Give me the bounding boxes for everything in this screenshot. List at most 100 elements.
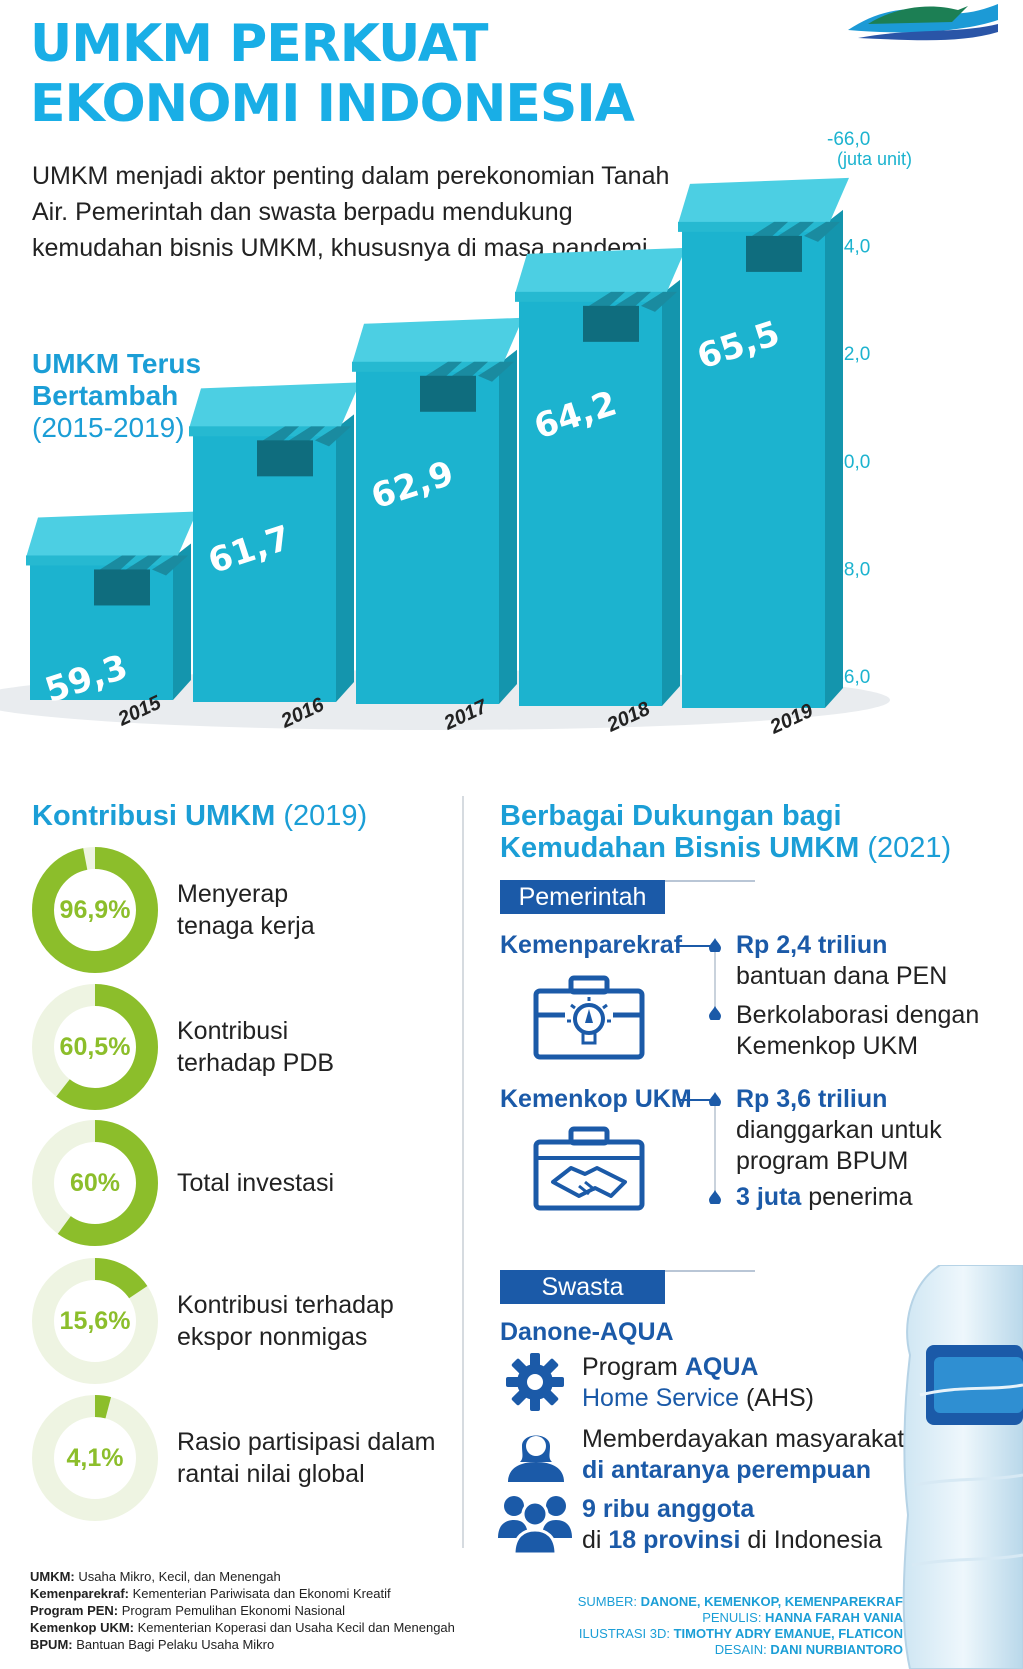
donut-description: Total investasi	[177, 1118, 467, 1248]
swasta-item1-b: AQUA	[684, 1353, 759, 1381]
swasta-item1-d: (AHS)	[739, 1384, 814, 1412]
dukungan-title: Berbagai Dukungan bagi Kemudahan Bisnis …	[500, 800, 951, 864]
donut-description-line-2: rantai nilai global	[177, 1460, 365, 1488]
kemenkop-support-2: 3 juta penerima	[736, 1182, 1016, 1213]
title-line-2: EKONOMI INDONESIA	[30, 74, 635, 134]
kontribusi-item: 96,9% Menyerap tenaga kerja	[30, 845, 460, 975]
dukungan-title-line-2: Kemudahan Bisnis UMKM	[500, 832, 860, 864]
donut-description-line-2: terhadap PDB	[177, 1049, 335, 1077]
dukungan-title-line-1: Berbagai Dukungan bagi	[500, 800, 842, 832]
swasta-item1-c: Home Service	[582, 1384, 739, 1412]
swasta-tag-line	[665, 1270, 755, 1272]
kemenparekraf-point2-line1: Berkolaborasi dengan	[736, 1001, 980, 1029]
bar-2018	[515, 247, 686, 706]
donut-fill	[32, 847, 158, 973]
credit-item: PENULIS: HANNA FARAH VANIA	[702, 1610, 903, 1625]
credits: SUMBER: DANONE, KEMENKOP, KEMENPAREKRAF P…	[578, 1594, 903, 1658]
bullet-drop-icon	[709, 1190, 721, 1204]
column-divider	[462, 796, 464, 1548]
brand-logo-icon	[848, 4, 998, 41]
footnote-item: UMKM: Usaha Mikro, Kecil, dan Menengah	[30, 1569, 281, 1584]
footnote-item: Kemenkop UKM: Kementerian Koperasi dan U…	[30, 1620, 455, 1635]
donut-description-line-1: Kontribusi	[177, 1017, 289, 1045]
kemenparekraf-amount: Rp 2,4 triliun	[736, 931, 888, 959]
kontribusi-item: 15,6% Kontribusi terhadap ekspor nonmigas	[30, 1256, 460, 1386]
chart-subtitle-range: (2015-2019)	[32, 412, 185, 443]
donut-percent-label: 96,9%	[59, 895, 131, 924]
gear-icon	[506, 1353, 564, 1411]
donut-description: Rasio partisipasi dalam rantai nilai glob…	[177, 1393, 467, 1523]
footnote-item: BPUM: Bantuan Bagi Pelaku Usaha Mikro	[30, 1637, 275, 1652]
kontribusi-item: 60,5% Kontribusi terhadap PDB	[30, 982, 460, 1112]
kontribusi-item: 4,1% Rasio partisipasi dalam rantai nilai …	[30, 1393, 460, 1523]
chart-subtitle: UMKM Terus Bertambah (2015-2019)	[32, 348, 201, 444]
kemenparekraf-name: Kemenparekraf	[500, 931, 683, 959]
swasta-item-1: Program AQUA Home Service (AHS)	[582, 1352, 1002, 1414]
donut-description-line-2: ekspor nonmigas	[177, 1323, 368, 1351]
swasta-item3-d: di Indonesia	[740, 1526, 883, 1554]
credit-item: ILUSTRASI 3D: TIMOTHY ADRY EMANUE, FLATI…	[578, 1626, 903, 1641]
kemenkop-amount: Rp 3,6 triliun	[736, 1085, 888, 1113]
donut-chart	[32, 1258, 158, 1384]
donut-percent-label: 60%	[69, 1168, 121, 1197]
kemenkop-amount-desc-1: dianggarkan untuk	[736, 1116, 942, 1144]
swasta-item-3: 9 ribu anggota di 18 provinsi di Indones…	[582, 1494, 1002, 1556]
y-tick-label: -66,0	[827, 130, 870, 150]
kemenkop-support-1: Rp 3,6 triliun dianggarkan untuk program…	[736, 1084, 1016, 1177]
donut-description: Kontribusi terhadap PDB	[177, 982, 467, 1112]
donut-description-line-1: Kontribusi terhadap	[177, 1291, 394, 1319]
donut-description-line-1: Menyerap	[177, 880, 289, 908]
kemenkop-name: Kemenkop UKM	[500, 1085, 692, 1113]
swasta-item3-c: 18 provinsi	[608, 1526, 741, 1554]
kontribusi-title-year: (2019)	[283, 800, 368, 832]
swasta-item2-b: di antaranya perempuan	[582, 1456, 871, 1484]
bar-2016	[189, 382, 360, 702]
swasta-item3-b: di	[582, 1526, 609, 1554]
kemenparekraf-connector	[676, 945, 714, 947]
kemenparekraf-support-1: Rp 2,4 triliun bantuan dana PEN	[736, 930, 1016, 992]
kemenparekraf-support-2: Berkolaborasi dengan Kemenkop UKM	[736, 1000, 1016, 1062]
kemenkop-connector	[678, 1099, 714, 1101]
donut-fill	[32, 1120, 158, 1246]
bullet-drop-icon	[709, 1092, 721, 1106]
swasta-item3-a: 9 ribu anggota	[582, 1495, 755, 1523]
chart-subtitle-line-1: UMKM Terus	[32, 348, 202, 379]
kemenparekraf-amount-desc: bantuan dana PEN	[736, 962, 948, 990]
swasta-item-2: Memberdayakan masyarakat, di antaranya p…	[582, 1424, 1002, 1486]
group-users-icon	[498, 1496, 572, 1554]
swasta-org-name: Danone-AQUA	[500, 1318, 674, 1346]
donut-percent-label: 4,1%	[66, 1443, 124, 1472]
donut-fill	[32, 984, 158, 1110]
donut-percent-label: 15,6%	[59, 1306, 131, 1335]
donut-description-line-2: tenaga kerja	[177, 912, 315, 940]
swasta-tag: Swasta	[500, 1270, 665, 1304]
bar-2019	[678, 177, 849, 708]
bar-2015	[26, 511, 197, 700]
footnote-item: Kemenparekraf: Kementerian Pariwisata da…	[30, 1586, 391, 1601]
kontribusi-title: Kontribusi UMKM (2019)	[32, 800, 367, 832]
swasta-item1-a: Program	[582, 1353, 685, 1381]
swasta-item2-a: Memberdayakan masyarakat,	[582, 1425, 912, 1453]
donut-chart	[32, 1395, 158, 1521]
credit-item: DESAIN: DANI NURBIANTORO	[714, 1642, 903, 1657]
kemenkop-amount-desc-2: program BPUM	[736, 1147, 909, 1175]
briefcase-handshake-icon	[533, 1126, 645, 1211]
donut-description: Menyerap tenaga kerja	[177, 845, 467, 975]
page-title: UMKM PERKUAT EKONOMI INDONESIA	[30, 14, 635, 134]
water-gallon-icon	[902, 1265, 1023, 1669]
bar-2017	[352, 317, 523, 704]
donut-chart	[32, 1120, 158, 1246]
kontribusi-title-bold: Kontribusi UMKM	[32, 800, 276, 832]
chart-subtitle-line-2: Bertambah	[32, 380, 179, 411]
briefcase-lightbulb-icon	[533, 975, 645, 1060]
donut-description-line-1: Total investasi	[177, 1169, 335, 1197]
donut-description: Kontribusi terhadap ekspor nonmigas	[177, 1256, 467, 1386]
kemenkop-recipients-bold: 3 juta	[736, 1183, 802, 1211]
credit-item: SUMBER: DANONE, KEMENKOP, KEMENPAREKRAF	[577, 1594, 903, 1609]
dukungan-title-year: (2021)	[867, 832, 952, 864]
bullet-drop-icon	[709, 1006, 721, 1020]
footnotes: UMKM: Usaha Mikro, Kecil, dan Menengah Ke…	[30, 1568, 455, 1653]
donut-chart	[32, 984, 158, 1110]
donut-description-line-1: Rasio partisipasi dalam	[177, 1428, 436, 1456]
pemerintah-tag: Pemerintah	[500, 880, 665, 914]
